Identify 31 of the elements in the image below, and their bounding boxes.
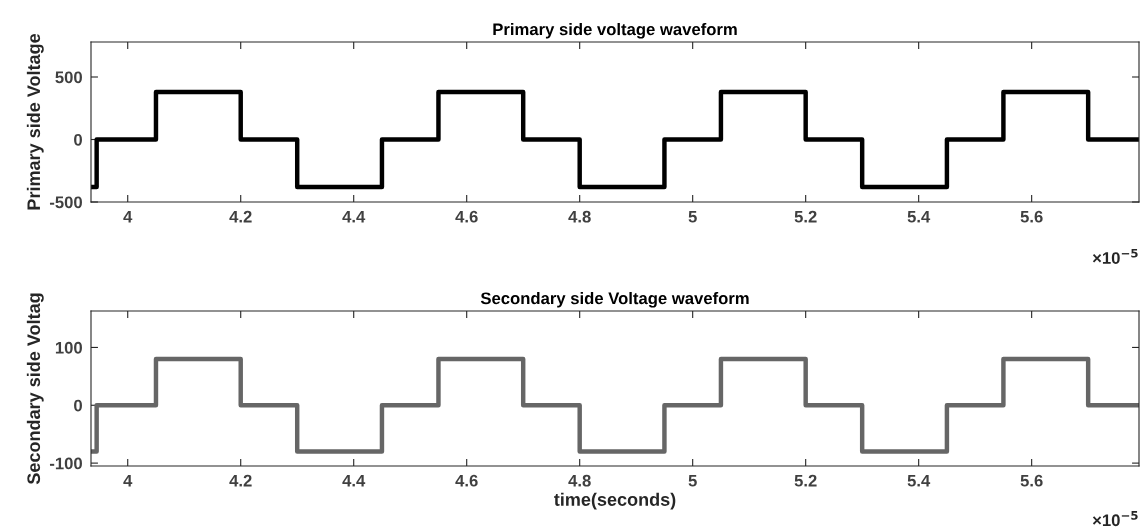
chart-title: Secondary side Voltage waveform — [480, 291, 749, 308]
y-tick-label: 0 — [74, 133, 82, 146]
x-tick-label: 4.4 — [342, 210, 366, 223]
x-tick-label: 5 — [688, 210, 697, 223]
x-tick-label: 5 — [688, 474, 697, 487]
x-tick-label: 4.2 — [229, 474, 252, 487]
x-tick-label: 4 — [123, 474, 133, 487]
text: ×10$^{−5}$ — [1092, 248, 1138, 264]
x-tick-label: 5.6 — [1020, 210, 1043, 223]
x-tick-label: 4.2 — [229, 210, 252, 223]
y-tick-label: 0 — [74, 399, 82, 412]
x-tick-label: 4.8 — [568, 474, 591, 487]
x-tick-label: 4.6 — [455, 210, 478, 223]
y-axis-title: Primary side Voltage — [26, 33, 44, 210]
y-tick-label: 100 — [55, 341, 82, 354]
y-axis-title: Secondary side Voltag — [26, 293, 44, 485]
x-tick-label: 5.2 — [794, 474, 817, 487]
chart-title: Primary side voltage waveform — [493, 22, 737, 39]
x-axis-title: time(seconds) — [554, 492, 676, 510]
y-tick-label: 500 — [55, 71, 82, 84]
x-tick-label: 5.2 — [794, 210, 817, 223]
x-tick-label: 5.4 — [907, 474, 931, 487]
x-tick-label: 5.6 — [1020, 474, 1043, 487]
text: ×10$^{−5}$ — [1092, 511, 1138, 527]
x-tick-label: 4.8 — [568, 210, 591, 223]
y-tick-label: -100 — [49, 457, 82, 470]
x-tick-label: 4.4 — [342, 474, 366, 487]
x-tick-label: 4.6 — [455, 474, 478, 487]
y-tick-label: -500 — [49, 196, 82, 209]
x-tick-label: 5.4 — [907, 210, 931, 223]
x-tick-label: 4 — [123, 210, 133, 223]
